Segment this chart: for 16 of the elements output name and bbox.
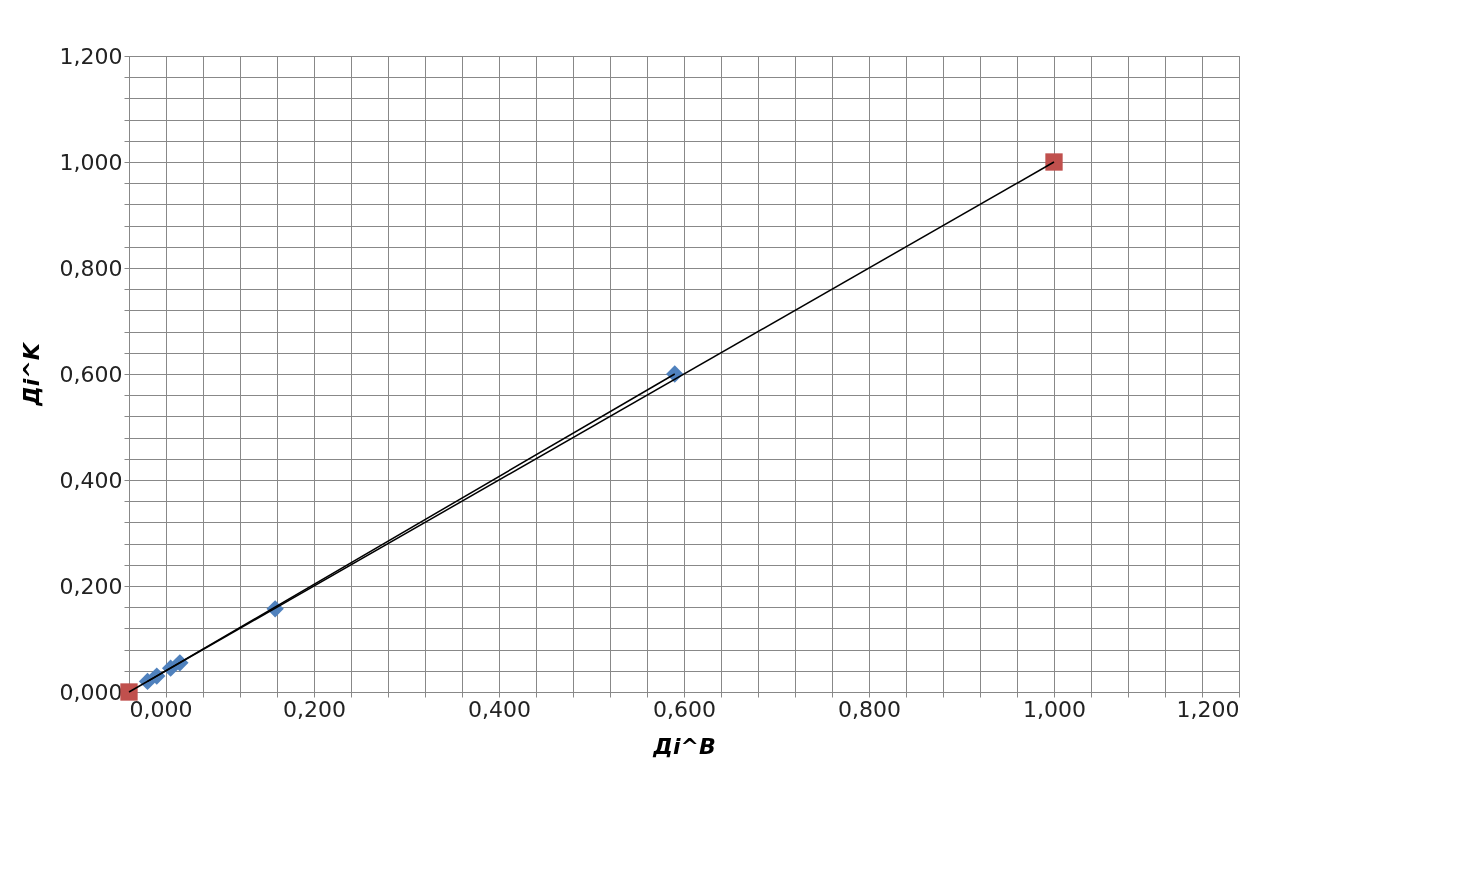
x-tick-label: 0,600	[653, 696, 716, 722]
x-axis-title: Дi^B	[652, 733, 716, 759]
x-tick-label: 0,000	[129, 696, 193, 722]
x-tick-label: 0,800	[838, 696, 901, 722]
y-axis-title: Дi^K	[18, 341, 44, 407]
x-tick-label: 0,400	[468, 696, 531, 722]
y-tick-label: 1,000	[59, 149, 123, 175]
x-tick-label: 1,000	[1023, 696, 1086, 722]
y-tick-label: 0,600	[59, 361, 123, 387]
y-tick-label: 0,400	[59, 467, 123, 493]
y-tick-label: 1,200	[59, 43, 123, 69]
x-tick-label: 0,200	[283, 696, 346, 722]
x-tick-label: 1,200	[1176, 696, 1240, 722]
y-tick-label: 0,800	[59, 255, 123, 281]
y-tick-label: 0,200	[59, 573, 123, 599]
y-tick-label: 0,000	[59, 679, 123, 705]
